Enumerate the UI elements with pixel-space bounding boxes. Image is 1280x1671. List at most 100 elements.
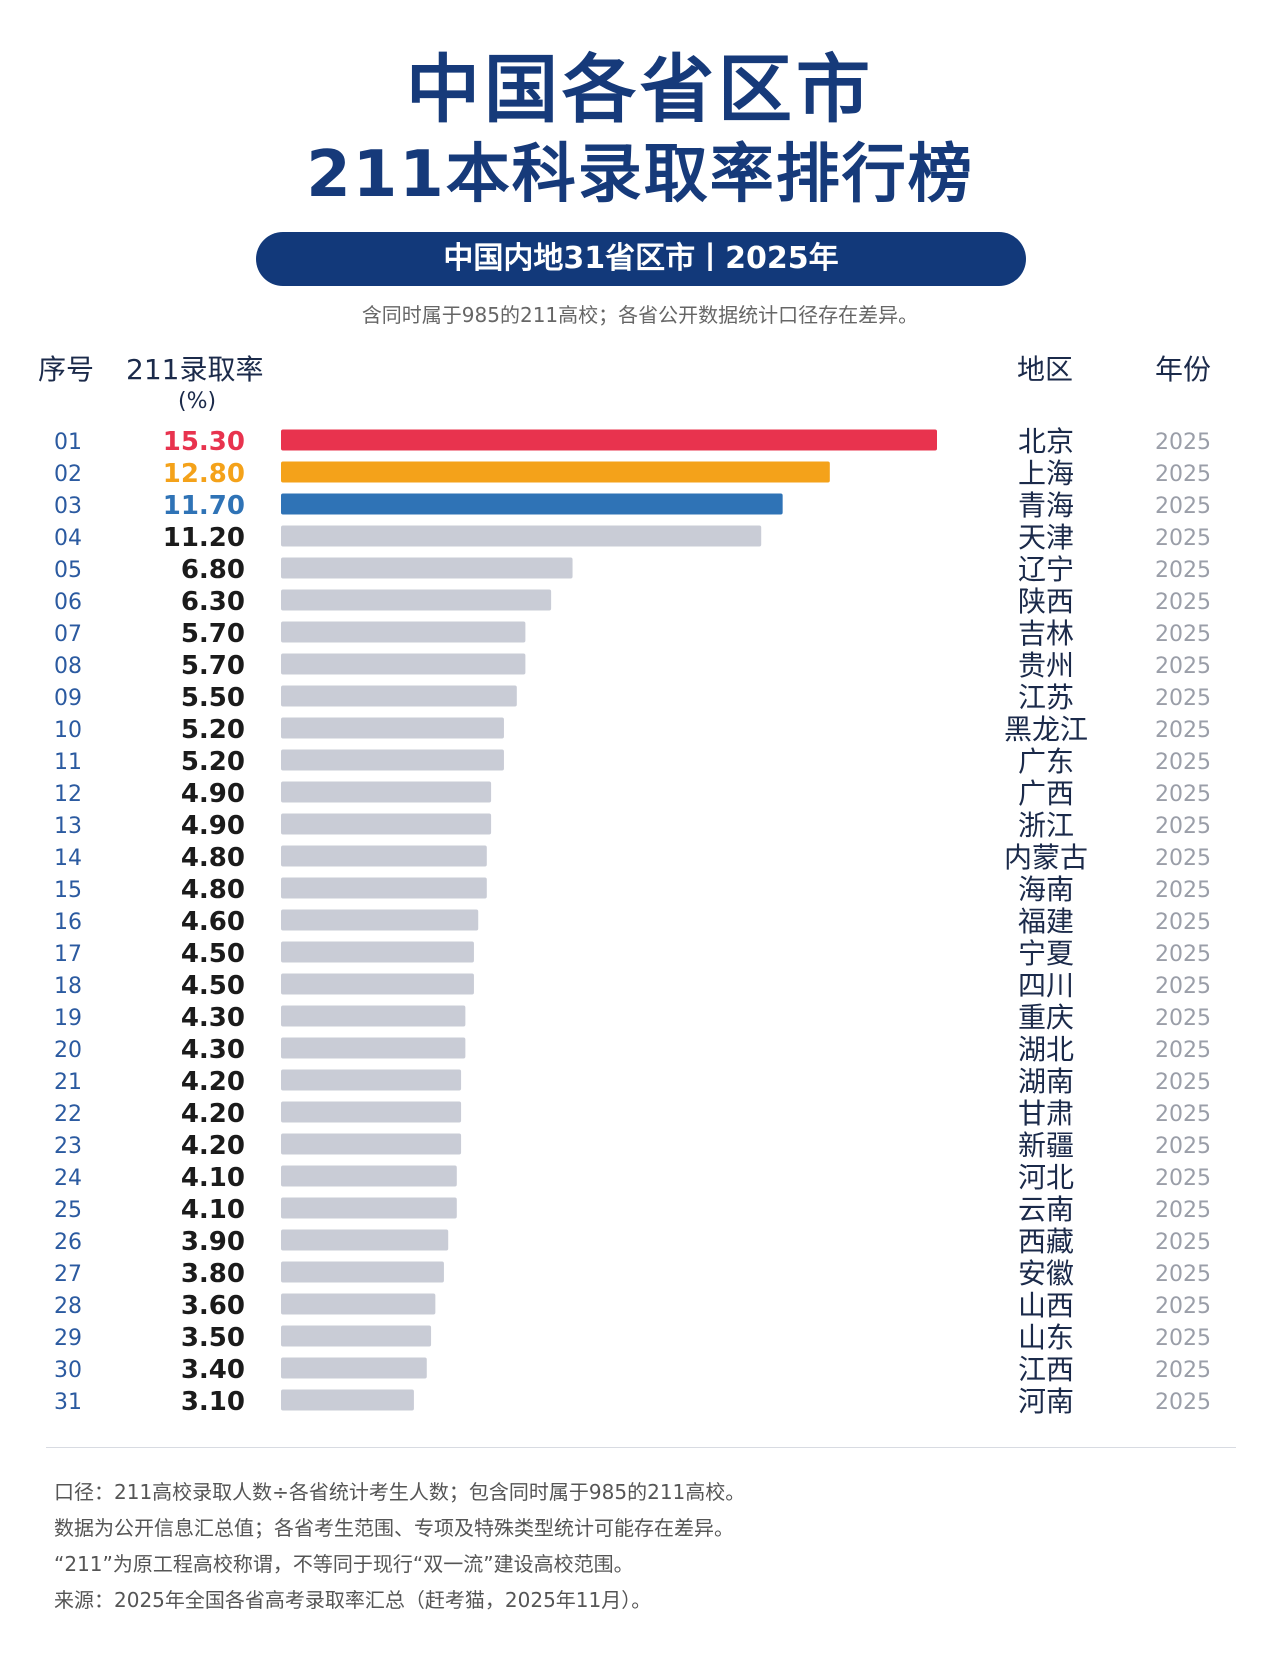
year-label: 2025 [1155,590,1211,615]
column-header-rate: 211录取率 [126,353,264,386]
bar [281,685,517,707]
value-label: 3.60 [181,1291,245,1321]
region-label: 陕西 [1018,585,1074,618]
value-label: 4.30 [181,1035,245,1065]
value-label: 3.80 [181,1259,245,1289]
year-label: 2025 [1155,494,1211,519]
footer-note-1: 口径：211高校录取人数÷各省统计考生人数；包含同时属于985的211高校。 [54,1480,746,1504]
region-label: 湖北 [1018,1033,1074,1066]
value-label: 11.20 [163,523,245,553]
rank-label: 15 [54,878,82,903]
value-label: 4.80 [181,843,245,873]
footer-divider [46,1447,1236,1448]
column-header-year: 年份 [1155,353,1212,386]
value-label: 6.80 [181,555,245,585]
bar [281,845,487,867]
scope-note: 含同时属于985的211高校；各省公开数据统计口径存在差异。 [361,303,919,327]
bar [281,781,492,803]
bar [281,1229,449,1251]
year-label: 2025 [1155,686,1211,711]
value-label: 4.20 [181,1067,245,1097]
scope-banner: 中国内地31省区市丨2025年 [256,232,1026,286]
rank-label: 07 [54,622,82,647]
value-label: 5.50 [181,683,245,713]
value-label: 3.10 [181,1387,245,1417]
value-label: 4.10 [181,1163,245,1193]
year-label: 2025 [1155,1038,1211,1063]
rank-label: 29 [54,1326,82,1351]
value-label: 4.20 [181,1099,245,1129]
region-label: 海南 [1018,873,1074,906]
footer-note-2: 数据为公开信息汇总值；各省考生范围、专项及特殊类型统计可能存在差异。 [54,1516,734,1540]
region-label: 湖南 [1018,1065,1074,1098]
year-label: 2025 [1155,622,1211,647]
rank-label: 21 [54,1070,82,1095]
rank-label: 22 [54,1102,82,1127]
year-label: 2025 [1155,1134,1211,1159]
value-label: 15.30 [163,427,245,457]
bar [281,1133,462,1155]
rank-label: 26 [54,1230,82,1255]
region-label: 天津 [1018,521,1074,554]
bar [281,461,830,483]
region-label: 四川 [1018,969,1074,1002]
value-label: 4.30 [181,1003,245,1033]
year-label: 2025 [1155,1262,1211,1287]
region-label: 北京 [1018,425,1074,458]
rank-label: 03 [54,494,82,519]
rank-label: 10 [54,718,82,743]
year-label: 2025 [1155,462,1211,487]
year-label: 2025 [1155,878,1211,903]
year-label: 2025 [1155,942,1211,967]
value-label: 4.90 [181,811,245,841]
bar [281,941,474,963]
rank-label: 09 [54,686,82,711]
value-label: 6.30 [181,587,245,617]
rank-label: 23 [54,1134,82,1159]
year-label: 2025 [1155,1326,1211,1351]
bar [281,1069,462,1091]
rank-label: 08 [54,654,82,679]
rank-label: 31 [54,1390,82,1415]
bar [281,1357,427,1379]
region-label: 青海 [1018,489,1074,522]
year-label: 2025 [1155,750,1211,775]
bar [281,1101,462,1123]
region-label: 内蒙古 [1004,841,1088,874]
region-label: 江西 [1018,1353,1074,1386]
year-label: 2025 [1155,782,1211,807]
bar [281,525,762,547]
bar [281,1293,436,1315]
value-label: 4.60 [181,907,245,937]
rank-label: 06 [54,590,82,615]
bar [281,1037,466,1059]
rank-label: 04 [54,526,82,551]
region-label: 广东 [1018,745,1074,778]
value-label: 5.70 [181,651,245,681]
region-label: 河南 [1018,1385,1074,1418]
region-label: 甘肃 [1018,1097,1074,1130]
year-label: 2025 [1155,1102,1211,1127]
year-label: 2025 [1155,1198,1211,1223]
bar [281,429,937,451]
year-label: 2025 [1155,1230,1211,1255]
rank-label: 18 [54,974,82,999]
region-label: 上海 [1018,457,1074,490]
value-label: 12.80 [163,459,245,489]
bar [281,717,504,739]
year-label: 2025 [1155,846,1211,871]
region-label: 山西 [1018,1289,1074,1322]
region-label: 宁夏 [1018,937,1074,970]
region-label: 山东 [1018,1321,1074,1354]
year-label: 2025 [1155,526,1211,551]
value-label: 4.10 [181,1195,245,1225]
column-header-rate-unit: (%) [178,389,217,414]
bar [281,493,783,515]
year-label: 2025 [1155,430,1211,455]
column-header-region: 地区 [1017,353,1074,386]
region-label: 新疆 [1018,1129,1074,1162]
rank-label: 30 [54,1358,82,1383]
rank-label: 25 [54,1198,82,1223]
rank-label: 19 [54,1006,82,1031]
